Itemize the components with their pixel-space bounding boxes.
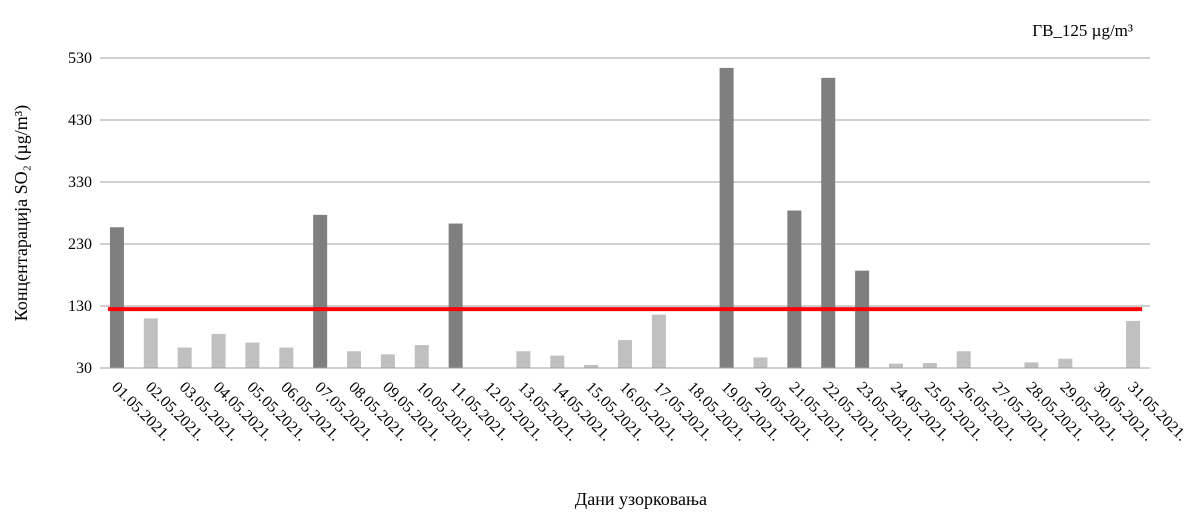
bar (550, 355, 565, 368)
bar (109, 227, 124, 368)
bar (719, 67, 734, 369)
bar (618, 340, 632, 368)
bar (651, 314, 666, 368)
legend-limit-label: ГВ_125 µg/m³ (1032, 21, 1133, 40)
bar (753, 357, 768, 368)
y-tick-label: 230 (68, 236, 92, 253)
bar (855, 270, 870, 368)
bar (245, 342, 260, 368)
bar (888, 363, 903, 368)
bar (279, 347, 294, 368)
y-tick-labels: 30 130 230 330 430 530 (68, 50, 92, 377)
bar (1058, 358, 1073, 368)
bar (347, 351, 362, 368)
bar (313, 214, 328, 368)
bar (821, 77, 836, 368)
bar (211, 333, 226, 368)
bar (787, 210, 802, 368)
y-tick-label: 530 (68, 50, 92, 67)
bar (380, 354, 395, 368)
gridlines (100, 57, 1150, 307)
bar (1126, 320, 1141, 368)
y-tick-label: 430 (68, 112, 92, 129)
y-tick-label: 130 (68, 298, 92, 315)
y-tick-label: 30 (76, 360, 92, 377)
bar (1024, 362, 1039, 368)
y-axis-title: Концентарација SO₂ (µg/m³) (11, 105, 32, 321)
bar (516, 351, 531, 368)
bar (177, 347, 192, 368)
bar (143, 318, 158, 368)
bar (584, 364, 599, 368)
x-tick-labels: 01.05.2021.02.05.2021.03.05.2021.04.05.2… (108, 379, 1190, 445)
x-axis-title: Дани узорковања (575, 489, 707, 509)
bar (414, 345, 429, 368)
bar (922, 363, 937, 368)
bar (956, 351, 971, 368)
bar (448, 223, 463, 368)
y-tick-label: 330 (68, 174, 92, 191)
bars (109, 67, 1141, 369)
